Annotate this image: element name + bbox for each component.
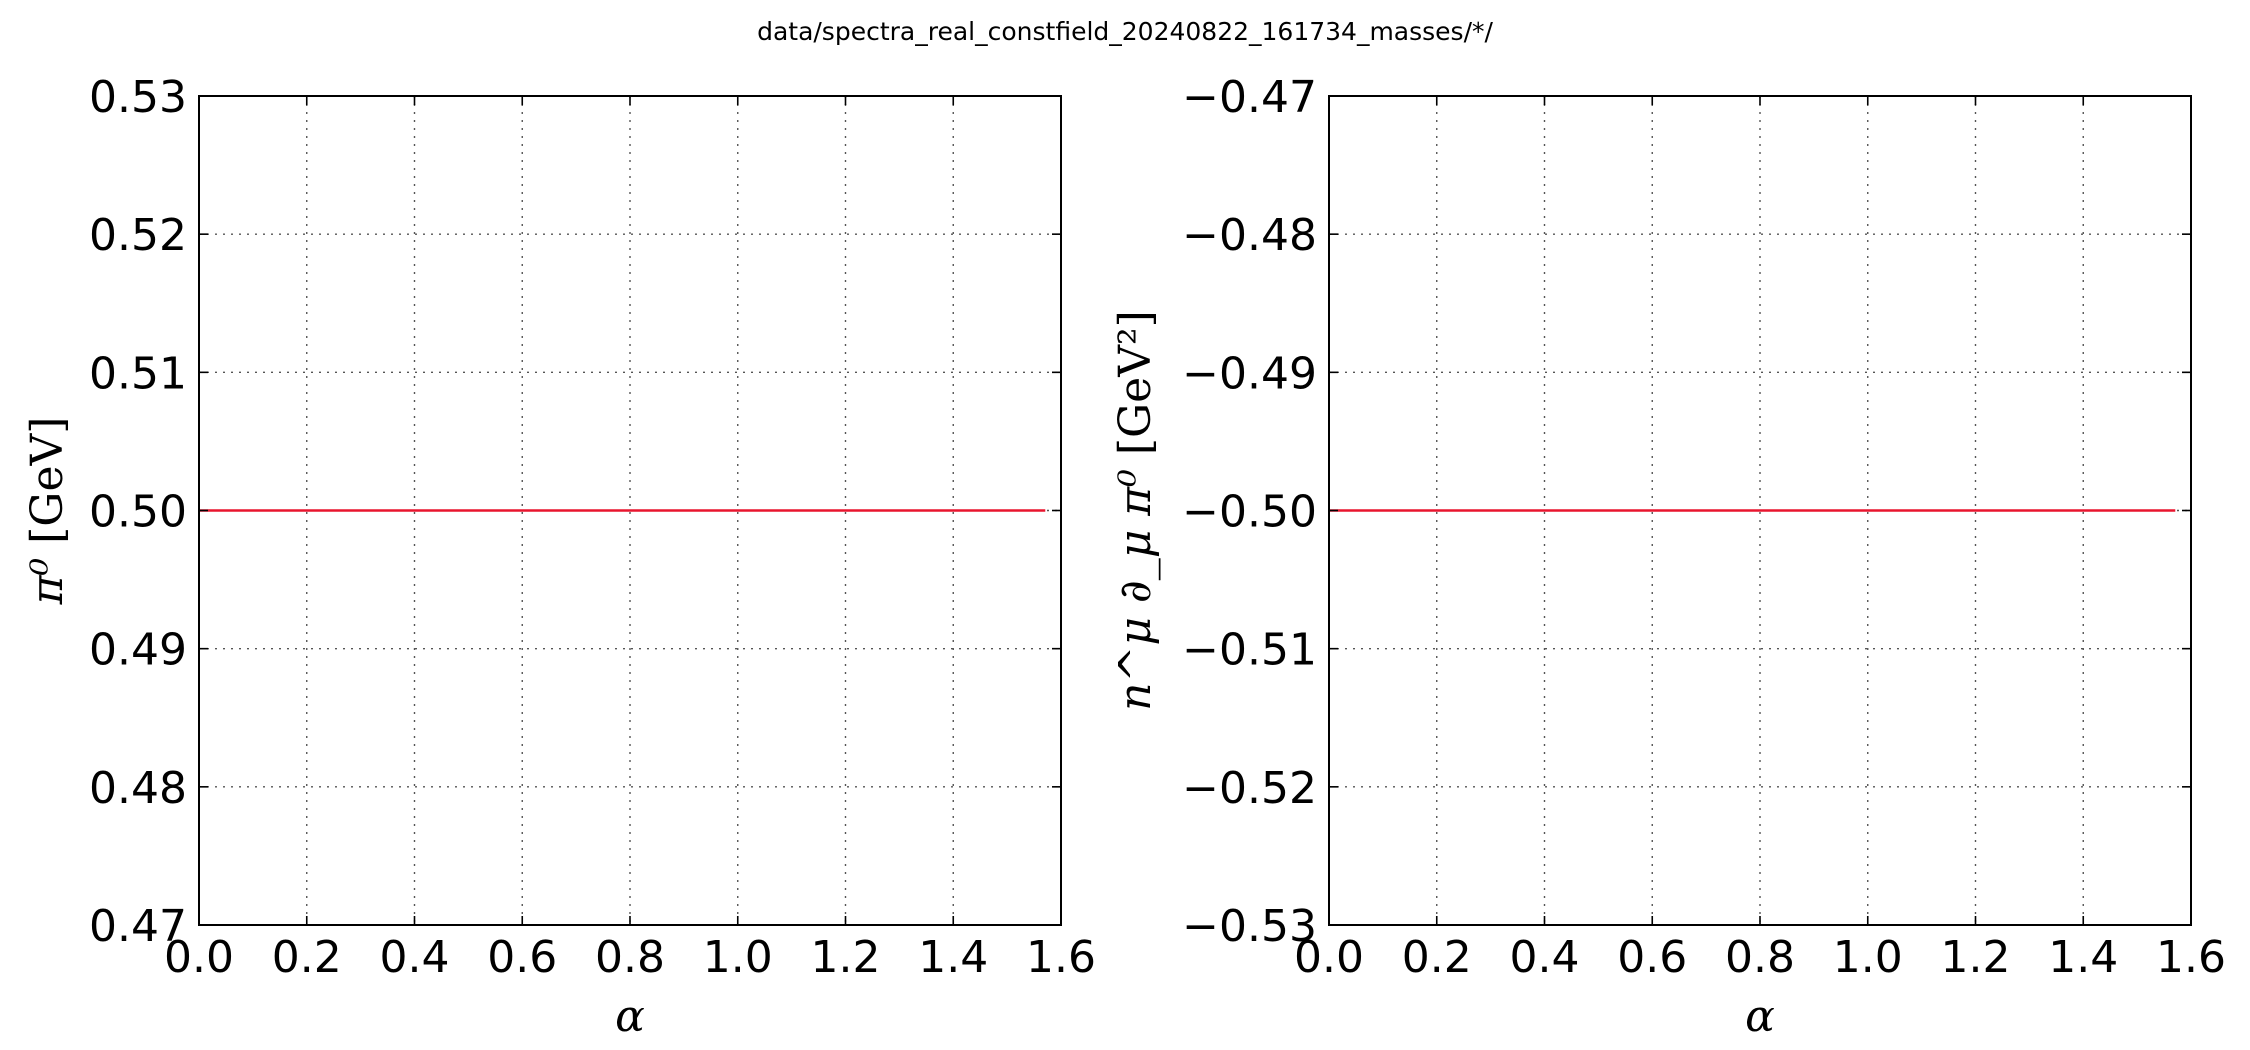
y-tick-label: −0.53	[1182, 901, 1317, 952]
y-axis-label-symbol: n^μ ∂_μ π⁰	[1110, 455, 1161, 711]
x-tick-label: 0.6	[487, 932, 557, 983]
x-tick-label: 1.6	[2156, 932, 2226, 983]
y-tick-label: 0.49	[89, 625, 187, 676]
y-tick-label: −0.49	[1182, 348, 1317, 399]
y-tick-label: 0.47	[89, 901, 187, 952]
x-axis-label: α	[615, 991, 645, 1042]
x-tick-label: 0.2	[1402, 932, 1472, 983]
y-tick-label: 0.48	[89, 763, 187, 814]
x-tick-label: 1.6	[1026, 932, 1096, 983]
x-axis-label: α	[1745, 991, 1775, 1042]
y-tick-label: −0.52	[1182, 763, 1317, 814]
x-tick-label: 0.6	[1617, 932, 1687, 983]
x-tick-label: 0.4	[380, 932, 450, 983]
x-tick-label: 0.8	[1725, 932, 1795, 983]
y-axis-label: π⁰ [GeV]	[22, 417, 73, 606]
x-tick-label: 1.4	[918, 932, 988, 983]
y-axis-label-unit: [GeV²]	[1110, 310, 1161, 455]
y-axis-label-symbol: π⁰	[22, 544, 73, 606]
y-tick-label: 0.53	[89, 72, 187, 123]
x-tick-label: 0.2	[272, 932, 342, 983]
x-tick-label: 0.0	[1294, 932, 1364, 983]
left-panel-pi0-mass: 0.0 0.2 0.4 0.6 0.8 1.0 1.2 1.4 1.6 0.47 0.48 0.49 0…	[22, 72, 1096, 1042]
y-axis-label: n^μ ∂_μ π⁰ [GeV²]	[1110, 310, 1161, 711]
y-axis-label-unit: [GeV]	[22, 417, 73, 544]
right-panel-n-dmu-pi0: 0.0 0.2 0.4 0.6 0.8 1.0 1.2 1.4 1.6 −0.53 −0.52 −0.…	[1110, 72, 2226, 1042]
y-tick-label: −0.51	[1182, 625, 1317, 676]
y-tick-label: −0.47	[1182, 72, 1317, 123]
x-tick-label: 0.8	[595, 932, 665, 983]
y-tick-label: 0.51	[89, 348, 187, 399]
y-tick-label: 0.52	[89, 210, 187, 261]
x-tick-label: 1.2	[1941, 932, 2011, 983]
x-tick-label: 0.0	[164, 932, 234, 983]
y-tick-label: −0.50	[1182, 487, 1317, 538]
x-tick-label: 1.0	[1833, 932, 1903, 983]
x-tick-label: 0.4	[1510, 932, 1580, 983]
y-tick-label: −0.48	[1182, 210, 1317, 261]
x-tick-label: 1.0	[703, 932, 773, 983]
x-tick-label: 1.2	[811, 932, 881, 983]
x-tick-label: 1.4	[2048, 932, 2118, 983]
figure-suptitle: data/spectra_real_constfield_20240822_16…	[757, 17, 1493, 46]
y-tick-label: 0.50	[89, 487, 187, 538]
